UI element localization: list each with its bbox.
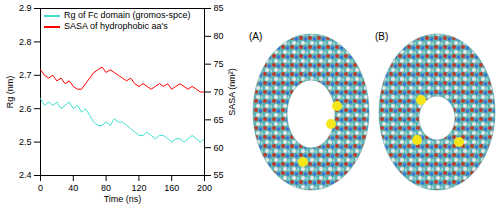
svg-text:2.8: 2.8 [19,37,32,47]
svg-text:40: 40 [68,183,78,193]
svg-text:160: 160 [164,183,179,193]
html-text:SASA of hydrophobic aa's: SASA of hydrophobic aa's [64,21,168,31]
svg-text:55: 55 [214,170,224,180]
svg-text:2.4: 2.4 [19,170,32,180]
svg-text:2.5: 2.5 [19,137,32,147]
svg-text:(A): (A) [249,31,262,42]
svg-text:2.9: 2.9 [19,3,32,13]
svg-text:(B): (B) [375,31,388,42]
svg-text:200: 200 [197,183,212,193]
svg-text:2.6: 2.6 [19,104,32,114]
html-text:Rg of Fc domain (gromos-spce): Rg of Fc domain (gromos-spce) [64,10,191,20]
svg-text:Rg (nm): Rg (nm) [5,76,15,109]
svg-text:SASA (nm²): SASA (nm²) [227,68,237,116]
svg-text:120: 120 [131,183,146,193]
svg-text:80: 80 [214,31,224,41]
svg-text:Time (ns): Time (ns) [104,194,142,204]
svg-text:85: 85 [214,3,224,13]
svg-text:2.7: 2.7 [19,70,32,80]
svg-text:0: 0 [38,183,43,193]
svg-text:75: 75 [214,59,224,69]
svg-text:80: 80 [101,183,111,193]
svg-text:60: 60 [214,143,224,153]
svg-text:65: 65 [214,115,224,125]
svg-text:70: 70 [214,87,224,97]
